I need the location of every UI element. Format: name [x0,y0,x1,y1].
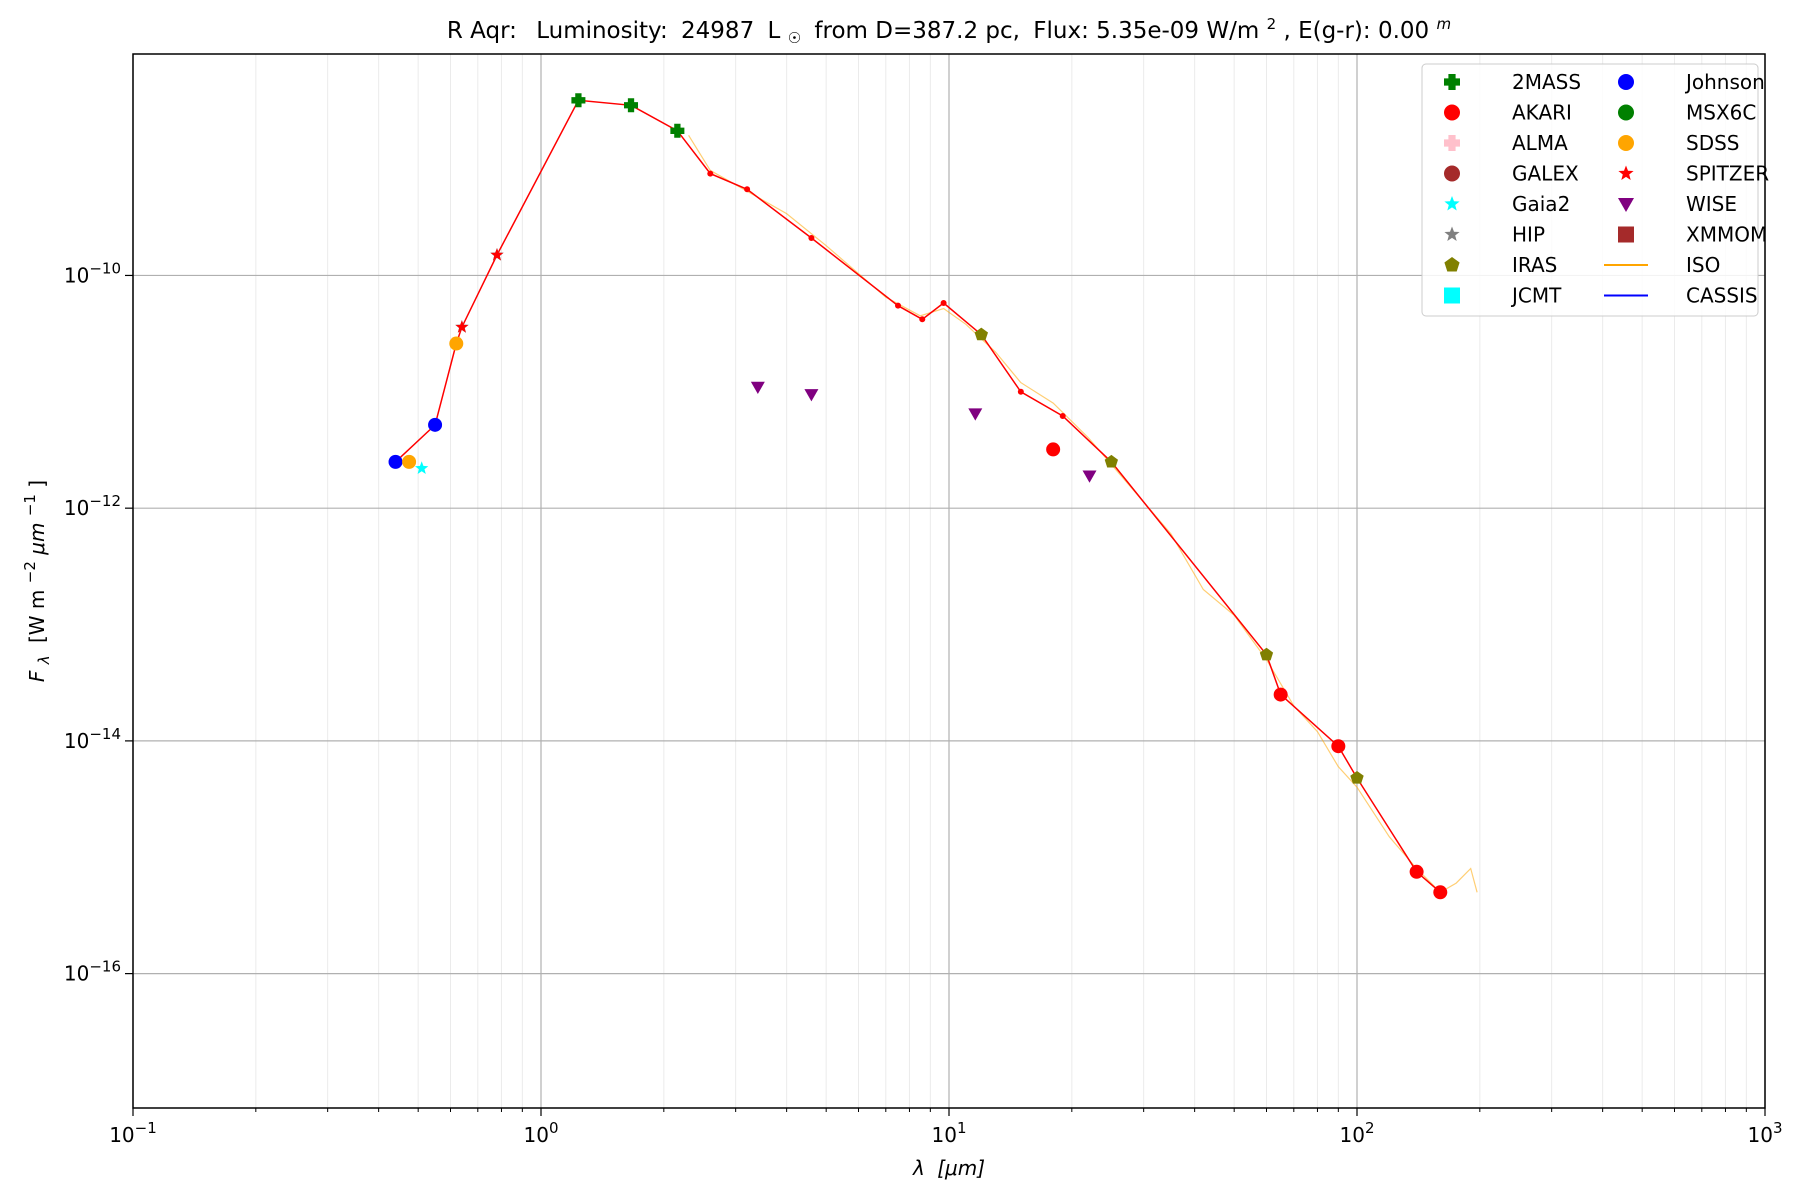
data-point-gaia2 [415,461,429,474]
legend-marker-hip [1444,226,1460,241]
model-point [744,186,751,193]
legend-label-2mass: 2MASS [1512,70,1581,94]
model-sed-line [392,97,1444,896]
title-distance: from D=387.2 pc, [814,18,1020,44]
model-point [1017,388,1024,395]
y-axis-symbol: F [25,670,49,682]
y-axis-exp2: −1 [21,494,39,516]
legend-box [1421,63,1759,317]
model-point [895,302,902,309]
data-point-sdss [449,336,464,351]
data-point-johnson [428,417,443,432]
title-luminosity-value: 24987 [681,18,754,44]
model-point [808,234,815,241]
legend-label-xmmom: XMMOM [1686,223,1767,247]
data-point-akari [1273,687,1288,702]
y-axis-unit: [W m [25,590,49,643]
photometry-points [388,93,1448,900]
legend-label-spitzer: SPITZER [1686,162,1769,186]
y-tick-label: 10−14 [64,725,121,753]
data-point-2mass [571,93,586,108]
model-point [919,316,926,323]
data-point-spitzer [455,320,469,333]
legend-marker-spitzer [1618,165,1634,180]
legend-label-iras: IRAS [1512,253,1557,277]
x-tick-label: 100 [524,1119,559,1147]
data-point-wise [804,389,819,402]
x-axis-title: λ [μm] [912,1156,985,1180]
title-extinction-unit: m [1437,15,1452,33]
legend-marker-xmmom [1618,226,1634,243]
data-point-akari [1409,864,1424,879]
y-tick-label: 10−10 [64,259,121,287]
data-point-2mass [624,98,639,113]
legend-label-hip: HIP [1512,223,1545,247]
data-point-spitzer [490,248,504,261]
legend-marker-wise [1618,198,1634,212]
chart-title: R Aqr: Luminosity: 24987 L ☉ from D=387.… [447,9,1451,49]
legend-marker-galex [1444,165,1460,182]
title-star: R Aqr: [447,18,517,44]
y-axis-mid: μm [25,523,49,556]
legend-label-gaia2: Gaia2 [1512,192,1570,216]
data-point-wise [750,381,765,394]
data-point-2mass [670,123,685,138]
y-axis-exp1: −2 [21,561,39,583]
model-sed-polyline [394,99,1441,893]
sun-symbol: ☉ [788,29,801,47]
legend-label-msx6c: MSX6C [1686,101,1756,125]
data-point-iras [1104,454,1118,468]
y-tick-label: 10−12 [64,492,121,520]
legend-marker-2mass [1444,74,1460,90]
data-point-akari [1331,739,1346,754]
data-point-wise [968,408,983,421]
title-extinction: , E(g-r): 0.00 [1283,18,1429,44]
legend-marker-gaia2 [1444,196,1460,211]
y-axis-title: F λ [W m −2 μm −1 ] [16,480,54,682]
data-point-akari [1433,885,1448,900]
data-point-akari [1046,442,1061,457]
legend-marker-johnson [1618,74,1634,90]
legend-label-wise: WISE [1686,192,1737,216]
y-tick-label: 10−16 [64,958,121,986]
y-axis-subscript: λ [35,655,53,665]
model-point [707,170,714,177]
legend-marker-jcmt [1444,287,1460,304]
title-luminosity-label: Luminosity: [536,18,668,44]
data-point-iras [1350,771,1364,784]
legend-label-akari: AKARI [1512,101,1572,125]
axis-ticks: 10−1 100 101 102 103 10−10 10−12 10−14 10−16 [64,259,1783,1147]
x-tick-label: 102 [1340,1119,1375,1147]
title-flux: Flux: 5.35e-09 W/m [1033,18,1259,44]
model-point [940,299,947,306]
title-luminosity-unit: L [768,18,781,44]
x-tick-label: 103 [1748,1119,1783,1147]
legend-marker-msx6c [1618,104,1634,121]
y-axis-close: ] [25,480,49,488]
legend-label-alma: ALMA [1512,131,1568,155]
x-tick-label: 10−1 [109,1119,157,1147]
x-tick-label: 101 [932,1119,967,1147]
legend-marker-iras [1444,257,1460,272]
legend-marker-alma [1444,135,1460,151]
data-point-sdss [402,454,417,469]
legend-marker-sdss [1618,135,1634,151]
data-point-johnson [388,454,403,469]
legend-marker-akari [1444,104,1460,121]
legend-label-sdss: SDSS [1686,131,1740,155]
data-point-iras [974,327,988,341]
legend-label-jcmt: JCMT [1510,284,1562,308]
legend: 2MASS AKARI ALMA GALEX Gaia2 HIP IRAS JCMT Johns… [1421,63,1769,317]
title-flux-exponent: 2 [1267,15,1277,33]
legend-label-galex: GALEX [1512,162,1579,186]
legend-label-cassis: CASSIS [1686,284,1758,308]
data-point-iras [1259,647,1274,661]
x-axis-unit: [μm] [937,1156,985,1180]
x-axis-symbol: λ [912,1156,925,1180]
legend-label-johnson: Johnson [1684,70,1765,94]
model-point [1059,412,1066,419]
legend-label-iso: ISO [1686,253,1720,277]
data-point-wise [1082,470,1097,483]
